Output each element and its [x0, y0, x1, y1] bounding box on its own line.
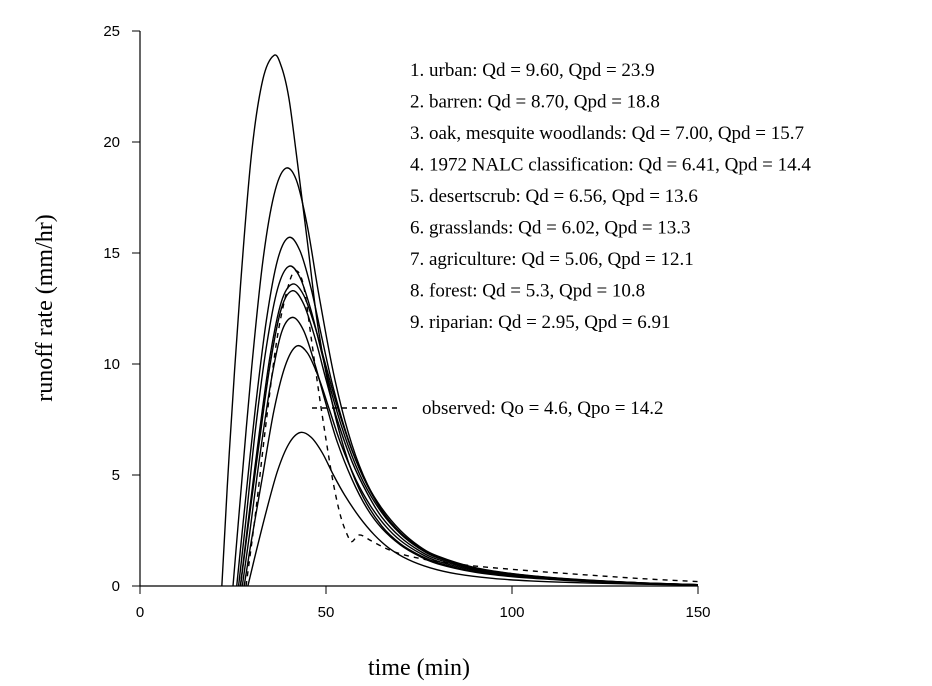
legend-entry-5: 5. desertscrub: Qd = 6.56, Qpd = 13.6 [410, 186, 698, 207]
y-tick-label: 15 [103, 245, 120, 262]
x-tick-label: 100 [499, 604, 524, 621]
x-tick-label: 0 [136, 604, 144, 621]
legend-entry-2: 2. barren: Qd = 8.70, Qpd = 18.8 [410, 92, 660, 113]
y-axis-title: runoff rate (mm/hr) [32, 214, 58, 402]
legend-entry-8: 8. forest: Qd = 5.3, Qpd = 10.8 [410, 281, 645, 302]
series-line-7 [241, 316, 699, 587]
legend-entry-7: 7. agriculture: Qd = 5.06, Qpd = 12.1 [410, 249, 694, 270]
series-curves [221, 54, 699, 587]
y-tick-label: 25 [103, 23, 120, 40]
y-tick-label: 10 [103, 356, 120, 373]
series-line-10 [245, 270, 699, 587]
legend-entry-6: 6. grasslands: Qd = 6.02, Qpd = 13.3 [410, 218, 691, 239]
legend-entry-9: 9. riparian: Qd = 2.95, Qpd = 6.91 [410, 312, 670, 333]
legend: 1. urban: Qd = 9.60, Qpd = 23.9 2. barren… [410, 60, 811, 333]
series-line-8 [243, 344, 699, 587]
series-line-9 [247, 431, 699, 587]
y-tick-label: 0 [112, 578, 120, 595]
tick-marks: 0 50 100 150 0 5 10 15 20 25 [103, 23, 710, 621]
series-line-5 [239, 283, 699, 587]
series-line-6 [239, 290, 699, 587]
legend-entry-3: 3. oak, mesquite woodlands: Qd = 7.00, Q… [410, 123, 804, 144]
legend-entry-1: 1. urban: Qd = 9.60, Qpd = 23.9 [410, 60, 655, 81]
x-tick-label: 150 [685, 604, 710, 621]
observed-label: observed: Qo = 4.6, Qpo = 14.2 [422, 398, 664, 419]
y-tick-label: 5 [112, 467, 120, 484]
y-tick-label: 20 [103, 134, 120, 151]
x-axis-title: time (min) [368, 655, 470, 681]
x-tick-label: 50 [318, 604, 335, 621]
legend-entry-4: 4. 1972 NALC classification: Qd = 6.41, … [410, 155, 811, 176]
annotations: observed: Qo = 4.6, Qpo = 14.2 [312, 398, 664, 419]
axes [139, 31, 698, 587]
